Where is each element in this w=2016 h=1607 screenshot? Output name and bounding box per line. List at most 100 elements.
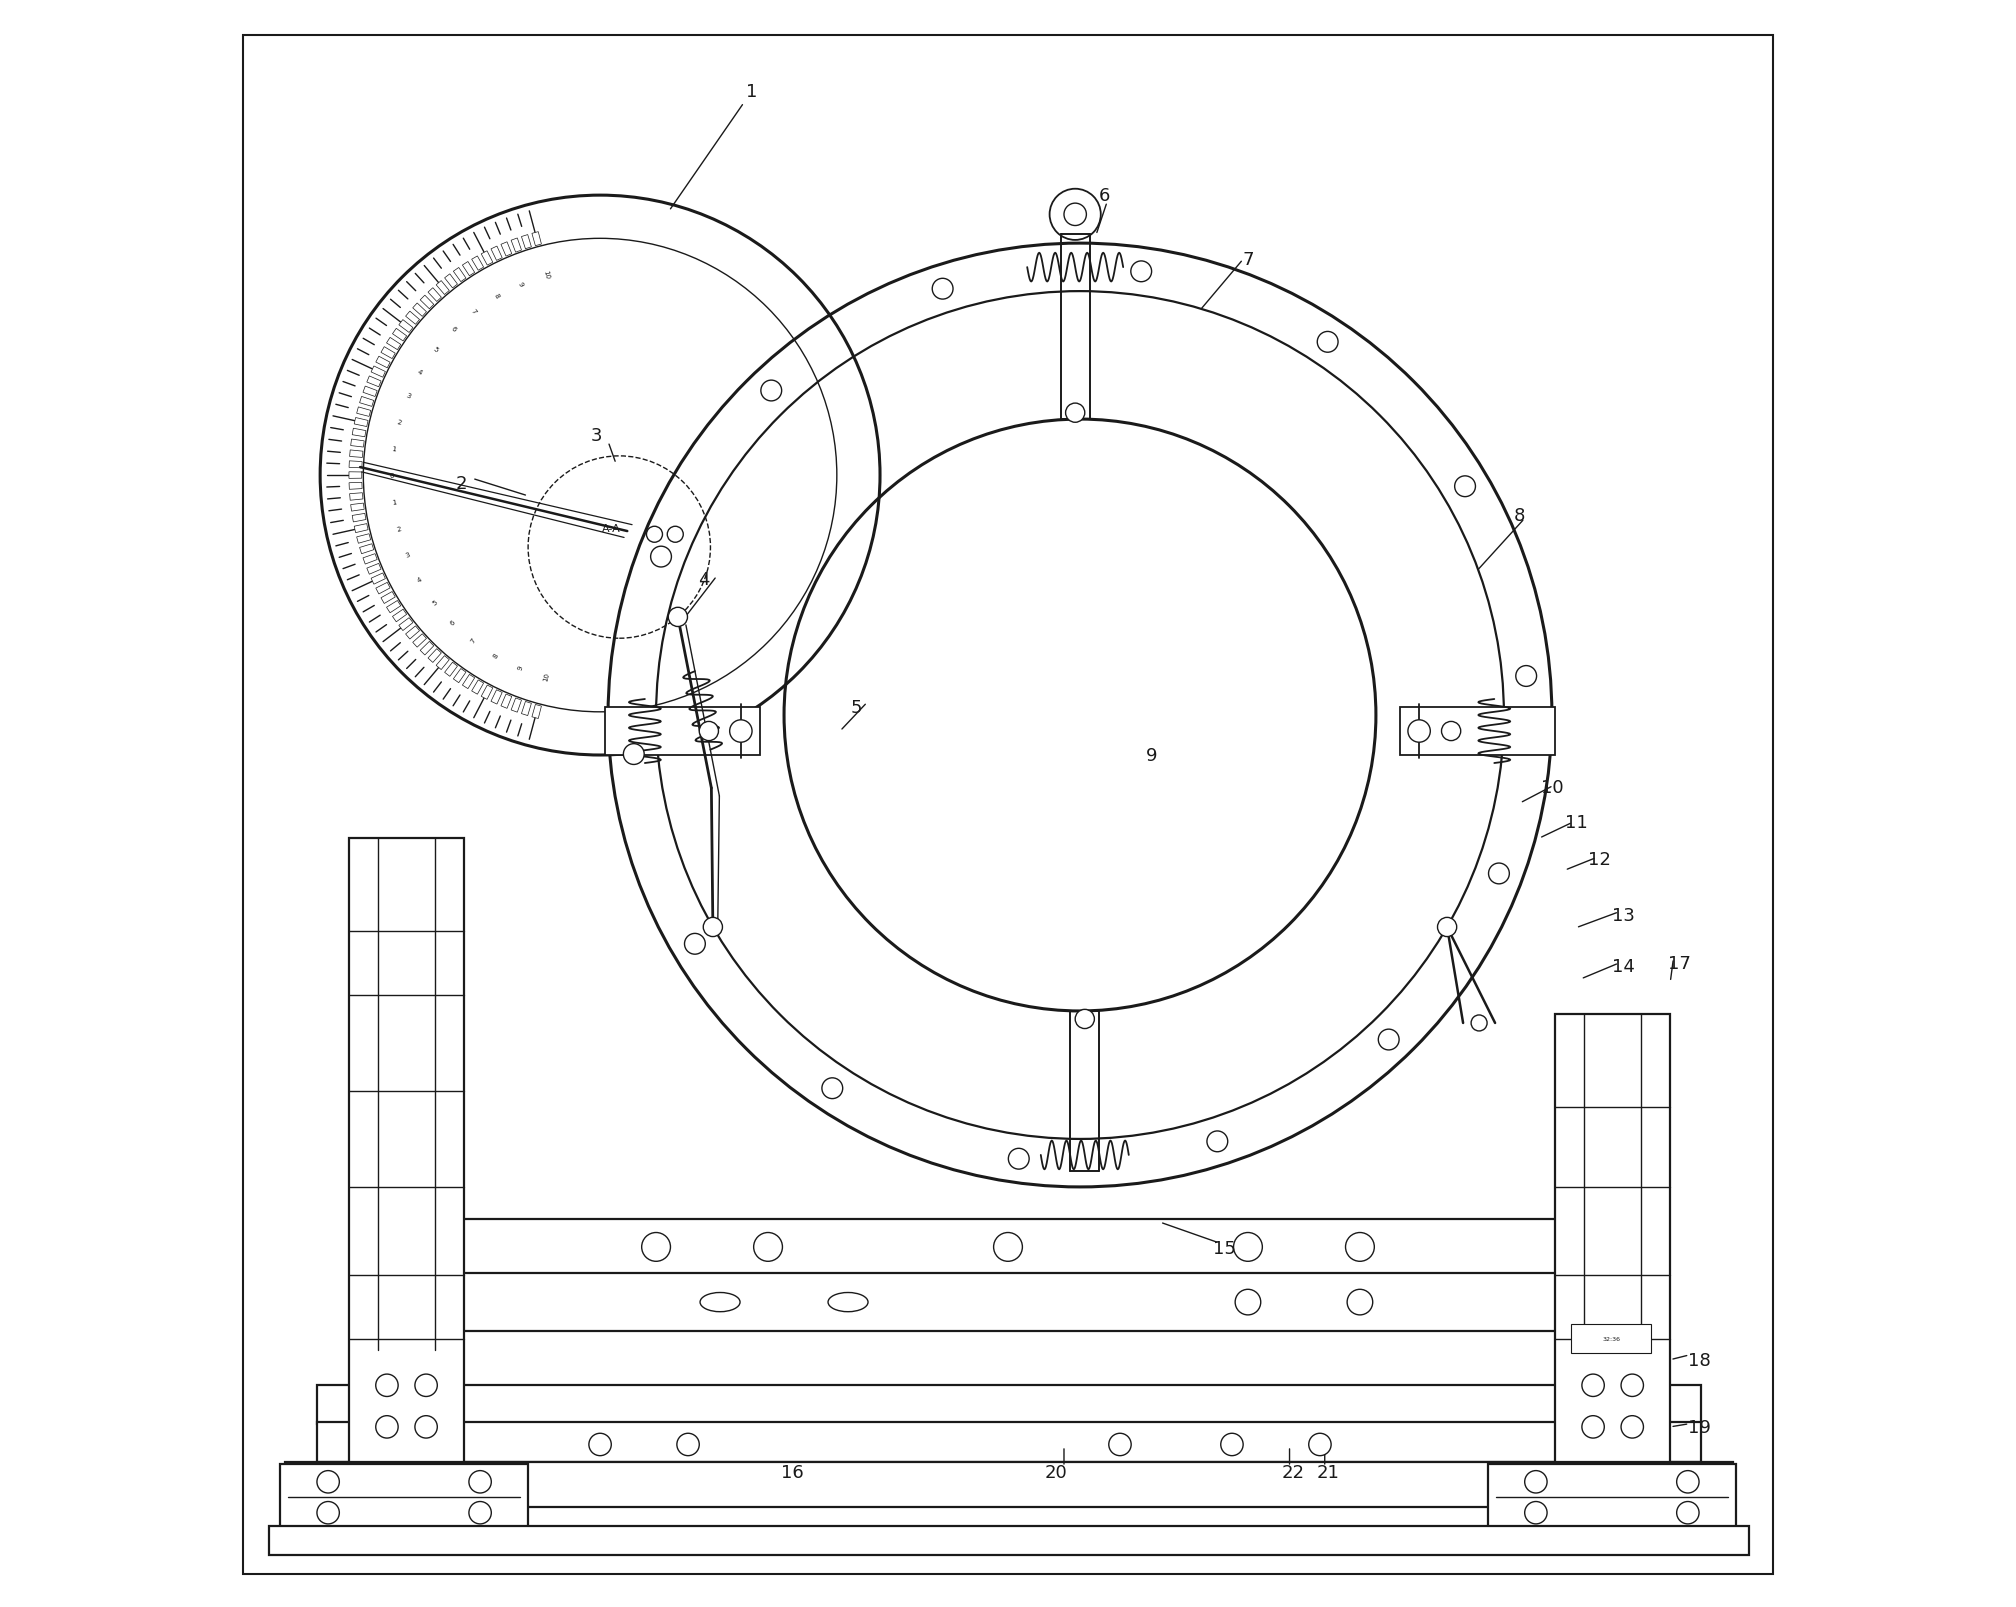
Polygon shape [472, 257, 484, 272]
Circle shape [667, 607, 687, 627]
Circle shape [415, 1416, 437, 1438]
Circle shape [1621, 1416, 1643, 1438]
Circle shape [470, 1470, 492, 1493]
Circle shape [1524, 1470, 1546, 1493]
Text: 5: 5 [431, 346, 439, 354]
Polygon shape [363, 554, 377, 564]
Polygon shape [492, 691, 502, 704]
Text: 4: 4 [417, 575, 423, 583]
Polygon shape [413, 304, 427, 317]
Text: 9: 9 [516, 281, 524, 288]
Text: 11: 11 [1564, 813, 1587, 832]
Circle shape [823, 1078, 843, 1099]
Text: 5: 5 [851, 699, 861, 717]
Polygon shape [349, 484, 363, 490]
Circle shape [1347, 1289, 1373, 1315]
Text: 8: 8 [492, 652, 500, 659]
Polygon shape [446, 275, 458, 289]
Polygon shape [367, 376, 381, 387]
Polygon shape [371, 574, 385, 585]
Bar [1554, 1014, 1671, 1462]
Polygon shape [446, 662, 458, 677]
Text: 9: 9 [1147, 747, 1157, 765]
Polygon shape [427, 289, 442, 302]
Text: 7: 7 [1242, 251, 1254, 268]
Circle shape [1208, 1131, 1228, 1152]
Text: 7: 7 [470, 307, 478, 315]
Circle shape [317, 1501, 339, 1523]
Text: 21: 21 [1316, 1462, 1339, 1480]
Polygon shape [462, 675, 474, 689]
Text: 2: 2 [397, 525, 401, 534]
Text: 19: 19 [1687, 1417, 1710, 1437]
Polygon shape [375, 357, 391, 368]
Circle shape [470, 1501, 492, 1523]
Polygon shape [435, 281, 450, 296]
Text: 1: 1 [391, 445, 397, 452]
Text: 7: 7 [470, 636, 478, 644]
Bar [280, 1464, 528, 1531]
Polygon shape [381, 591, 395, 604]
Text: 4: 4 [417, 368, 423, 376]
Bar [1399, 707, 1554, 755]
Polygon shape [349, 461, 363, 469]
Circle shape [1583, 1374, 1605, 1396]
Circle shape [1066, 403, 1085, 423]
Polygon shape [413, 635, 427, 648]
Polygon shape [522, 702, 532, 717]
Text: 20: 20 [1044, 1462, 1066, 1480]
Polygon shape [482, 686, 492, 701]
Circle shape [415, 1374, 437, 1396]
Circle shape [1236, 1289, 1260, 1315]
Circle shape [1379, 1030, 1399, 1051]
Polygon shape [472, 680, 484, 694]
Bar [317, 1385, 1702, 1424]
Circle shape [1516, 667, 1536, 686]
Circle shape [1677, 1470, 1699, 1493]
Polygon shape [454, 268, 466, 283]
Text: 1: 1 [391, 500, 397, 506]
Circle shape [623, 744, 645, 765]
Ellipse shape [700, 1292, 740, 1311]
Polygon shape [532, 705, 542, 718]
Circle shape [1437, 918, 1458, 937]
Bar [284, 1462, 1732, 1507]
Polygon shape [399, 320, 413, 333]
Circle shape [1345, 1233, 1375, 1261]
Circle shape [1075, 1009, 1095, 1028]
Circle shape [730, 720, 752, 742]
Polygon shape [387, 601, 401, 614]
Circle shape [589, 1433, 611, 1456]
Text: 15: 15 [1212, 1239, 1236, 1257]
Circle shape [1131, 262, 1151, 283]
Text: 6: 6 [450, 325, 458, 333]
Text: 2: 2 [397, 418, 401, 426]
Text: 4: 4 [698, 570, 710, 588]
Text: 22: 22 [1282, 1462, 1304, 1480]
Circle shape [685, 934, 706, 955]
Text: 8: 8 [492, 292, 500, 299]
Polygon shape [435, 656, 450, 670]
Text: 14: 14 [1613, 958, 1635, 975]
Text: 12: 12 [1589, 850, 1611, 868]
Circle shape [1456, 477, 1476, 497]
Circle shape [667, 527, 683, 543]
Text: 16: 16 [780, 1462, 804, 1480]
Circle shape [1109, 1433, 1131, 1456]
Polygon shape [357, 408, 371, 418]
Text: 8: 8 [1514, 506, 1526, 525]
Polygon shape [357, 535, 371, 543]
Text: 3: 3 [405, 551, 411, 559]
Polygon shape [405, 627, 419, 640]
Bar [349, 839, 464, 1462]
Polygon shape [355, 418, 369, 427]
Circle shape [1524, 1501, 1546, 1523]
Polygon shape [522, 236, 532, 249]
Circle shape [677, 1433, 700, 1456]
Text: 0: 0 [389, 472, 395, 479]
Text: 6: 6 [1099, 186, 1109, 206]
Polygon shape [355, 524, 369, 534]
Circle shape [931, 280, 954, 301]
Text: A-A: A-A [603, 524, 621, 534]
Text: 6: 6 [450, 619, 458, 627]
